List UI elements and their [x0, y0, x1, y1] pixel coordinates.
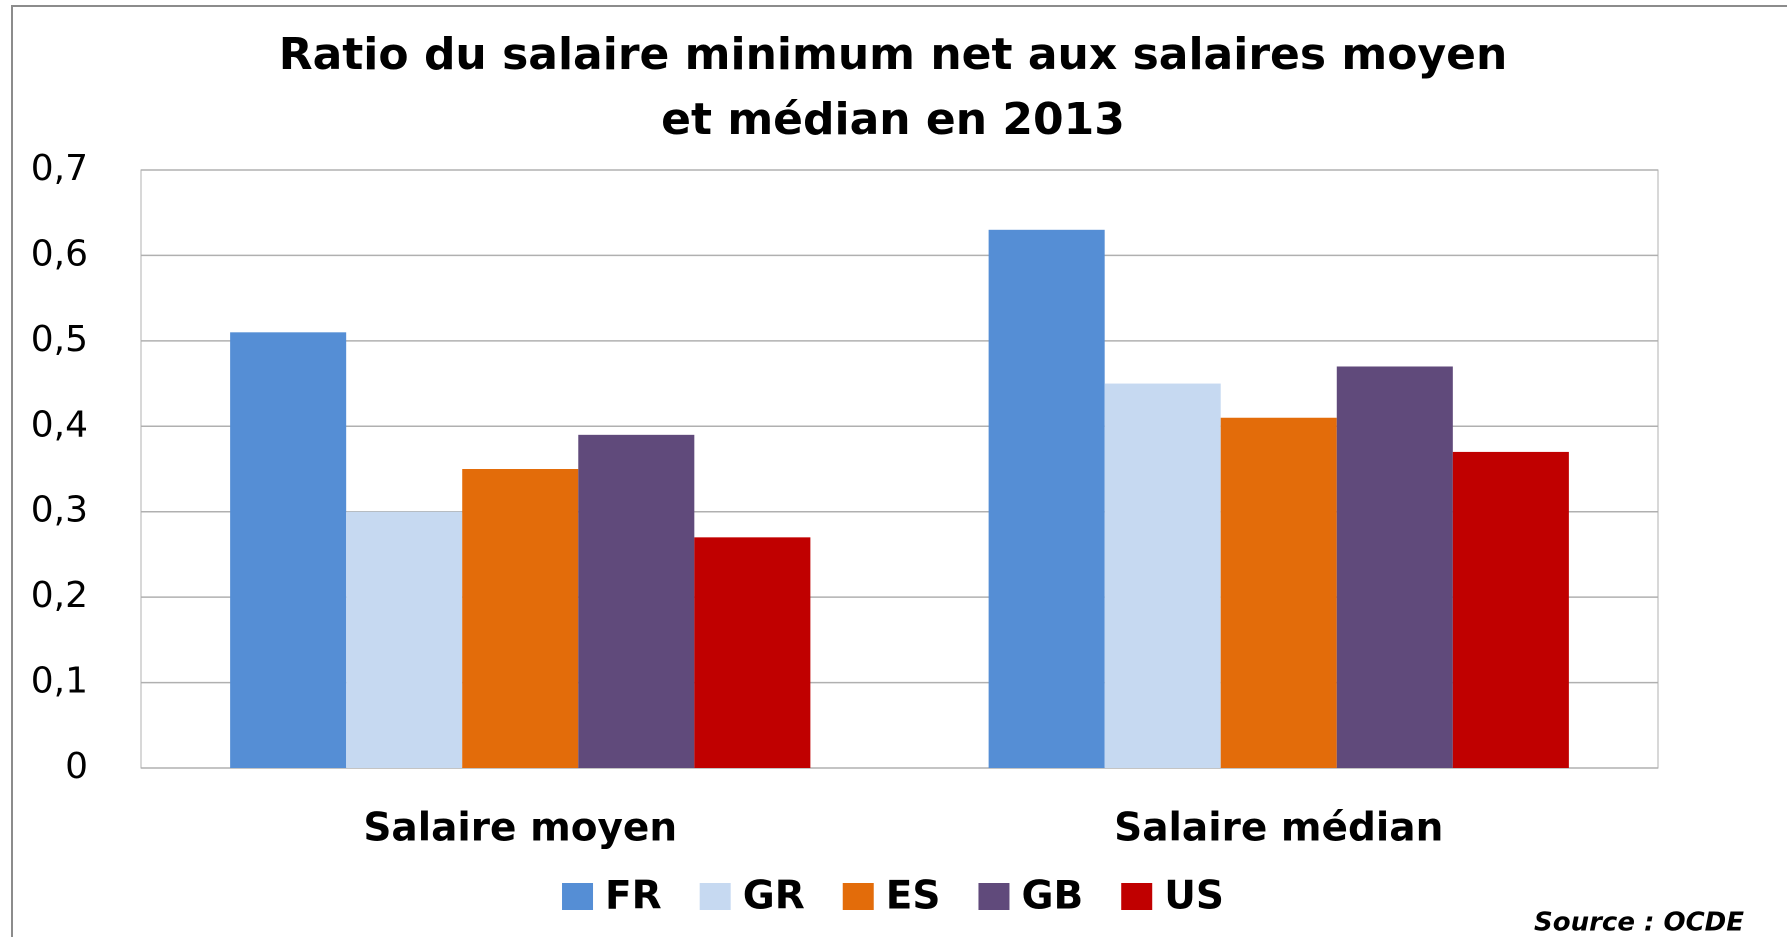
y-tick-label: 0,4 — [31, 404, 88, 445]
bar — [346, 511, 463, 768]
y-tick-label: 0,3 — [31, 490, 88, 531]
legend-label: GR — [743, 874, 805, 919]
legend-swatch — [842, 883, 874, 910]
y-tick-label: 0 — [65, 746, 88, 787]
legend-swatch — [978, 883, 1010, 910]
x-tick-label: Salaire moyen — [363, 806, 677, 851]
chart-title: et médian en 2013 — [661, 94, 1125, 145]
bar — [1336, 366, 1453, 768]
x-tick-label: Salaire médian — [1114, 806, 1443, 851]
legend-swatch — [1121, 883, 1153, 910]
y-tick-label: 0,6 — [31, 233, 88, 274]
y-tick-label: 0,7 — [31, 148, 88, 189]
legend-label: US — [1164, 874, 1224, 919]
bar — [1220, 417, 1337, 768]
bar — [230, 332, 347, 768]
bar — [578, 434, 695, 768]
legend-label: GB — [1021, 874, 1083, 919]
y-tick-label: 0,2 — [31, 575, 88, 616]
bar — [1452, 451, 1569, 768]
legend-label: ES — [886, 874, 941, 919]
y-tick-label: 0,5 — [31, 319, 88, 360]
legend-swatch — [699, 883, 731, 910]
source-note: Source : OCDE — [1534, 908, 1744, 937]
legend-swatch — [562, 883, 594, 910]
chart-title: Ratio du salaire minimum net aux salaire… — [279, 29, 1508, 80]
bar — [1104, 383, 1221, 768]
bar — [988, 229, 1105, 769]
chart-frame — [11, 5, 1787, 937]
y-tick-label: 0,1 — [31, 661, 88, 702]
bar — [694, 537, 811, 768]
bar — [462, 469, 579, 768]
legend-label: FR — [605, 874, 662, 919]
